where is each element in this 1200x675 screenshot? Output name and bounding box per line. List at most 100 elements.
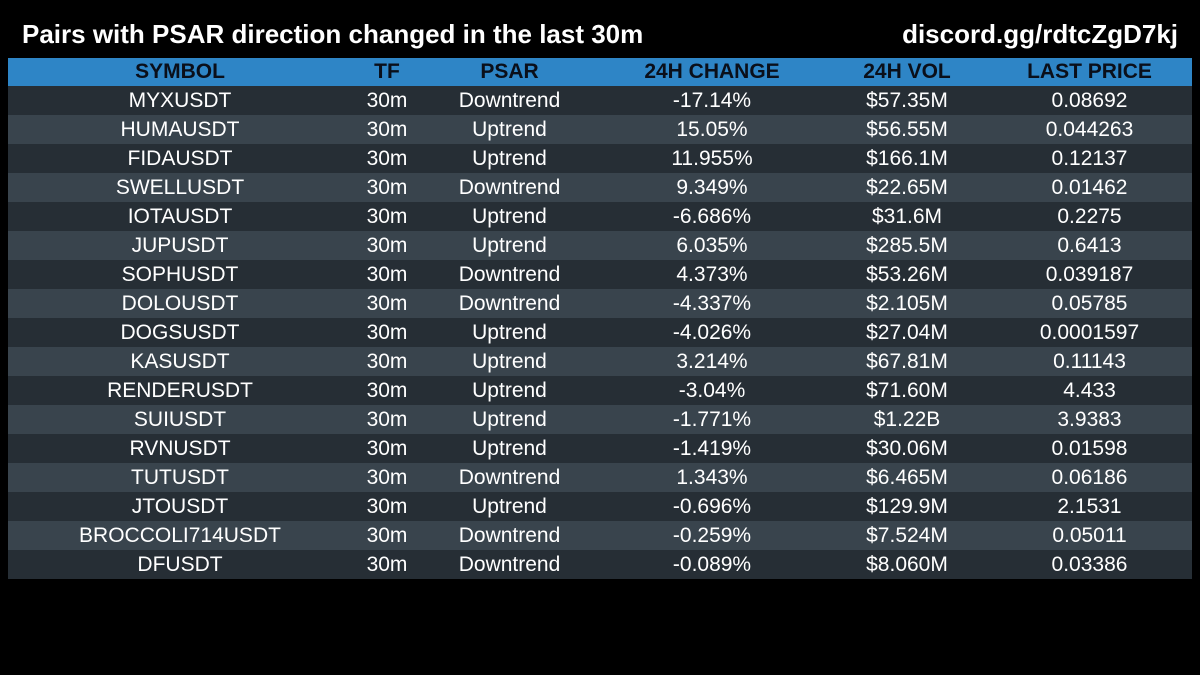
- cell-symbol: MYXUSDT: [128, 88, 232, 112]
- table-row: DOLOUSDT 30m Downtrend -4.337% $2.105M 0.0578…: [8, 289, 1192, 318]
- cell-last-price: 0.06186: [1051, 465, 1128, 489]
- cell-symbol: JUPUSDT: [131, 233, 229, 257]
- table-row: SWELLUSDT 30m Downtrend 9.349% $22.65M 0.0146…: [8, 173, 1192, 202]
- cell-tf: 30m: [366, 494, 408, 518]
- cell-psar: Uptrend: [472, 494, 547, 518]
- cell-psar: Uptrend: [472, 407, 547, 431]
- cell-symbol: IOTAUSDT: [127, 204, 233, 228]
- cell-24h-change: 15.05%: [676, 117, 748, 141]
- cell-24h-vol: $67.81M: [866, 349, 948, 373]
- cell-tf: 30m: [366, 117, 408, 141]
- cell-psar: Downtrend: [458, 262, 561, 286]
- cell-psar: Uptrend: [472, 349, 547, 373]
- cell-symbol: KASUSDT: [130, 349, 230, 373]
- cell-tf: 30m: [366, 204, 408, 228]
- table-row: HUMAUSDT 30m Uptrend 15.05% $56.55M 0.044263: [8, 115, 1192, 144]
- column-header-tf: TF: [374, 60, 400, 83]
- cell-last-price: 0.044263: [1045, 117, 1134, 141]
- page-header: Pairs with PSAR direction changed in the…: [22, 14, 1178, 54]
- psar-table: SYMBOL TF PSAR 24H CHANGE 24H VOL LAST P…: [8, 58, 1192, 579]
- table-row: BROCCOLI714USDT 30m Downtrend -0.259% $7.524…: [8, 521, 1192, 550]
- cell-symbol: BROCCOLI714USDT: [79, 523, 281, 547]
- cell-24h-change: -6.686%: [672, 204, 752, 228]
- table-row: FIDAUSDT 30m Uptrend 11.955% $166.1M 0.12137: [8, 144, 1192, 173]
- table-row: RENDERUSDT 30m Uptrend -3.04% $71.60M 4.433: [8, 376, 1192, 405]
- cell-24h-change: 3.214%: [676, 349, 748, 373]
- column-header-24h-vol: 24H VOL: [863, 60, 951, 83]
- cell-tf: 30m: [366, 262, 408, 286]
- table-row: TUTUSDT 30m Downtrend 1.343% $6.465M 0.06186: [8, 463, 1192, 492]
- cell-24h-vol: $57.35M: [866, 88, 948, 112]
- cell-24h-vol: $166.1M: [866, 146, 948, 170]
- cell-symbol: FIDAUSDT: [127, 146, 233, 170]
- cell-symbol: DOLOUSDT: [121, 291, 239, 315]
- cell-tf: 30m: [366, 552, 408, 576]
- cell-24h-change: 4.373%: [676, 262, 748, 286]
- table-row: IOTAUSDT 30m Uptrend -6.686% $31.6M 0.2275: [8, 202, 1192, 231]
- cell-24h-vol: $1.22B: [873, 407, 941, 431]
- cell-symbol: DFUSDT: [137, 552, 223, 576]
- cell-24h-vol: $71.60M: [866, 378, 948, 402]
- cell-24h-vol: $27.04M: [866, 320, 948, 344]
- cell-tf: 30m: [366, 436, 408, 460]
- cell-psar: Uptrend: [472, 146, 547, 170]
- table-row: JUPUSDT 30m Uptrend 6.035% $285.5M 0.6413: [8, 231, 1192, 260]
- cell-24h-vol: $285.5M: [866, 233, 948, 257]
- cell-psar: Uptrend: [472, 117, 547, 141]
- cell-tf: 30m: [366, 407, 408, 431]
- cell-symbol: SWELLUSDT: [115, 175, 245, 199]
- table-row: DOGSUSDT 30m Uptrend -4.026% $27.04M 0.000159…: [8, 318, 1192, 347]
- cell-psar: Downtrend: [458, 291, 561, 315]
- cell-last-price: 0.039187: [1045, 262, 1134, 286]
- cell-24h-change: -0.089%: [672, 552, 752, 576]
- cell-tf: 30m: [366, 291, 408, 315]
- cell-24h-change: -4.026%: [672, 320, 752, 344]
- table-body: MYXUSDT 30m Downtrend -17.14% $57.35M 0.08692…: [8, 86, 1192, 579]
- cell-24h-change: -0.259%: [672, 523, 752, 547]
- cell-24h-change: 11.955%: [671, 146, 753, 170]
- cell-tf: 30m: [366, 175, 408, 199]
- column-header-24h-change: 24H CHANGE: [644, 60, 780, 83]
- cell-24h-vol: $6.465M: [866, 465, 948, 489]
- cell-psar: Downtrend: [458, 175, 561, 199]
- table-header-row: SYMBOL TF PSAR 24H CHANGE 24H VOL LAST P…: [8, 58, 1192, 86]
- cell-psar: Downtrend: [458, 465, 561, 489]
- cell-symbol: RENDERUSDT: [107, 378, 253, 402]
- cell-tf: 30m: [366, 233, 408, 257]
- cell-last-price: 0.2275: [1057, 204, 1122, 228]
- cell-last-price: 0.03386: [1051, 552, 1128, 576]
- cell-tf: 30m: [366, 378, 408, 402]
- cell-24h-change: -17.14%: [672, 88, 752, 112]
- column-header-psar: PSAR: [480, 60, 539, 83]
- cell-24h-change: 9.349%: [676, 175, 748, 199]
- cell-24h-vol: $53.26M: [866, 262, 948, 286]
- cell-symbol: HUMAUSDT: [120, 117, 240, 141]
- page-title: Pairs with PSAR direction changed in the…: [22, 18, 644, 49]
- cell-24h-vol: $2.105M: [866, 291, 948, 315]
- cell-24h-vol: $129.9M: [866, 494, 948, 518]
- cell-psar: Uptrend: [472, 233, 547, 257]
- cell-tf: 30m: [366, 146, 408, 170]
- cell-last-price: 0.12137: [1051, 146, 1128, 170]
- cell-24h-vol: $31.6M: [871, 204, 943, 228]
- cell-psar: Uptrend: [472, 320, 547, 344]
- cell-last-price: 0.01462: [1051, 175, 1128, 199]
- cell-psar: Uptrend: [472, 204, 547, 228]
- cell-symbol: RVNUSDT: [129, 436, 231, 460]
- cell-psar: Downtrend: [458, 88, 561, 112]
- cell-tf: 30m: [366, 465, 408, 489]
- column-header-last-price: LAST PRICE: [1027, 60, 1152, 83]
- table-row: MYXUSDT 30m Downtrend -17.14% $57.35M 0.08692: [8, 86, 1192, 115]
- cell-24h-vol: $56.55M: [866, 117, 948, 141]
- cell-24h-vol: $8.060M: [866, 552, 948, 576]
- cell-last-price: 4.433: [1063, 378, 1116, 402]
- cell-psar: Downtrend: [458, 523, 561, 547]
- cell-last-price: 0.11143: [1053, 349, 1126, 373]
- cell-24h-vol: $30.06M: [866, 436, 948, 460]
- cell-24h-change: -0.696%: [672, 494, 752, 518]
- psar-table-container: SYMBOL TF PSAR 24H CHANGE 24H VOL LAST P…: [8, 58, 1192, 579]
- cell-24h-change: 6.035%: [676, 233, 748, 257]
- table-row: SOPHUSDT 30m Downtrend 4.373% $53.26M 0.03918…: [8, 260, 1192, 289]
- cell-24h-change: -4.337%: [672, 291, 752, 315]
- table-row: KASUSDT 30m Uptrend 3.214% $67.81M 0.11143: [8, 347, 1192, 376]
